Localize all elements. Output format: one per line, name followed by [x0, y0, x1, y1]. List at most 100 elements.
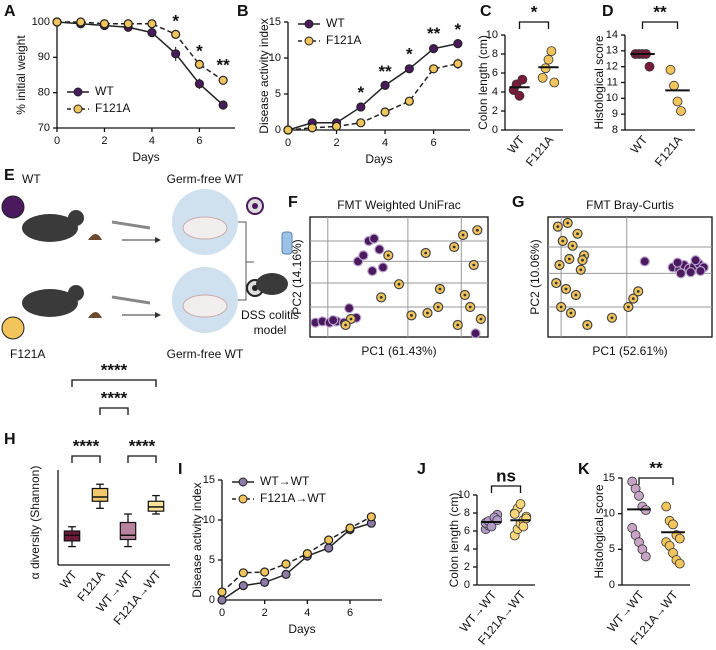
panel-letter: J — [417, 461, 426, 478]
legend-label: WT — [95, 84, 114, 98]
point-center — [463, 293, 467, 297]
point-center — [452, 245, 456, 249]
data-point — [331, 121, 342, 132]
data-point — [674, 558, 685, 569]
significance-bracket — [71, 379, 157, 387]
legend-label: WT→WT — [260, 474, 310, 488]
data-point — [470, 328, 481, 339]
legend-marker — [238, 494, 248, 504]
data-point — [674, 533, 685, 544]
point-center — [626, 305, 630, 309]
y-tick-label: 6 — [492, 67, 498, 79]
x-tick-label: 2 — [333, 137, 339, 149]
feces — [88, 234, 102, 240]
x-tick-label: 4 — [304, 607, 310, 619]
donor-icon — [1, 195, 25, 219]
data-point — [639, 256, 650, 267]
point-center — [559, 305, 563, 309]
legend-marker — [304, 36, 314, 46]
x-tick-label: 2 — [262, 607, 268, 619]
y-tick-label: 100 — [32, 16, 50, 28]
significance-label: * — [357, 83, 364, 102]
y-tick-label: 2 — [492, 105, 498, 117]
point-center — [397, 282, 401, 286]
data-point — [344, 303, 355, 314]
point-center — [564, 287, 568, 291]
significance-bracket — [518, 21, 550, 29]
panel-letter: B — [237, 3, 249, 20]
data-point — [429, 64, 439, 74]
data-point — [546, 46, 557, 57]
significance-label: ** — [217, 56, 231, 75]
data-point — [634, 490, 644, 501]
panel-letter: C — [480, 3, 492, 20]
point-center — [379, 296, 383, 299]
data-point — [217, 595, 227, 605]
point-center — [631, 297, 635, 300]
legend-marker — [73, 87, 83, 97]
significance-label: **** — [101, 388, 128, 407]
data-point — [429, 44, 439, 54]
y-tick-label: 80 — [38, 87, 50, 99]
y-tick-label: 4 — [464, 543, 470, 555]
significance-label: ** — [427, 24, 441, 43]
data-point — [260, 567, 270, 577]
data-point — [672, 96, 683, 107]
y-axis-label: α diversity (Shannon) — [28, 466, 42, 580]
y-tick-label: 10 — [458, 489, 470, 501]
significance-label: * — [406, 45, 413, 64]
y-tick-label: 0 — [492, 124, 498, 136]
significance-bracket — [127, 455, 157, 463]
point-center — [561, 239, 565, 243]
data-point — [218, 75, 228, 85]
syringe — [111, 295, 151, 305]
x-tick-label: 6 — [431, 137, 437, 149]
significance-label: ** — [649, 458, 663, 477]
point-center — [574, 293, 578, 297]
panel-letter: F — [288, 194, 298, 211]
legend-label: WT — [326, 16, 345, 30]
legend-marker — [304, 19, 314, 29]
significance-label: * — [531, 2, 538, 21]
data-point — [549, 77, 560, 88]
significance-bracket — [641, 21, 679, 29]
y-tick-label: 5 — [609, 543, 615, 555]
x-tick-label: F121A — [523, 133, 556, 169]
significance-bracket — [71, 455, 101, 463]
significance-label: * — [172, 12, 179, 31]
y-tick-label: 10 — [486, 29, 498, 41]
data-point — [368, 233, 380, 244]
y-axis-label: Colon length (cm) — [476, 35, 490, 130]
data-point — [194, 59, 204, 70]
data-point — [374, 244, 385, 255]
legend-marker — [73, 104, 83, 114]
donor-icon — [1, 316, 25, 340]
x-tick-label: 4 — [382, 137, 388, 149]
water-bottle — [281, 231, 293, 255]
y-axis-label: Colon length (cm) — [447, 493, 461, 588]
significance-bracket — [638, 477, 674, 485]
box — [119, 521, 137, 541]
point-center — [344, 323, 347, 327]
data-point — [665, 64, 676, 75]
mouse — [182, 216, 228, 240]
y-tick-label: 13 — [606, 45, 618, 57]
y-tick-label: 6 — [464, 525, 470, 537]
point-center — [456, 323, 460, 327]
significance-label: * — [196, 41, 203, 60]
data-point — [307, 123, 317, 133]
data-point — [324, 543, 334, 553]
significance-label: **** — [129, 436, 156, 455]
data-point — [380, 107, 390, 117]
panel-letter: D — [602, 3, 614, 20]
y-tick-label: 70 — [38, 122, 50, 134]
y-tick-label: 10 — [606, 92, 618, 104]
y-tick-label: 12 — [606, 61, 618, 73]
x-tick-label: 0 — [219, 607, 225, 619]
legend-label: F121A→WT — [260, 491, 327, 505]
data-point — [194, 79, 204, 89]
point-center — [579, 268, 583, 272]
data-point — [685, 267, 696, 278]
significance-label: * — [455, 20, 462, 39]
